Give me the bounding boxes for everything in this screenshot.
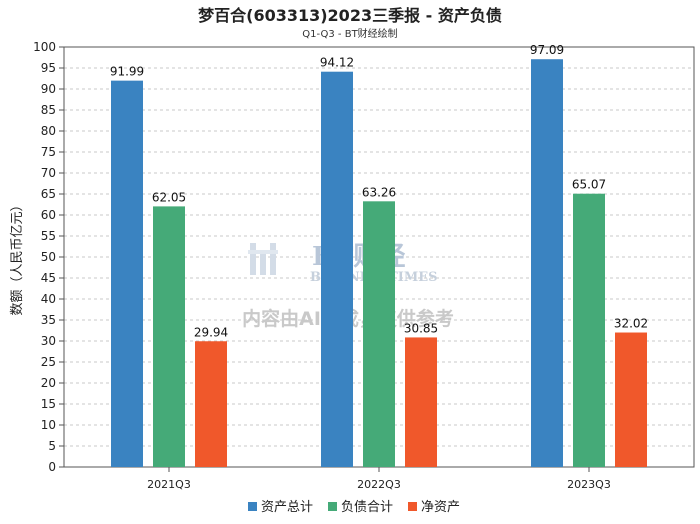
y-tick-label: 45	[41, 271, 56, 285]
y-tick-label: 95	[41, 61, 56, 75]
watermark-logo	[248, 243, 278, 275]
legend-swatch	[328, 502, 337, 511]
bar-负债合计-2021Q3	[153, 206, 185, 467]
bar-净资产-2022Q3	[405, 337, 437, 467]
y-tick-label: 90	[41, 82, 56, 96]
x-tick-label: 2023Q3	[567, 478, 611, 491]
data-label: 32.02	[614, 317, 648, 331]
data-label: 97.09	[530, 43, 564, 57]
y-tick-label: 85	[41, 103, 56, 117]
y-tick-label: 10	[41, 418, 56, 432]
data-label: 29.94	[194, 325, 228, 339]
y-tick-label: 15	[41, 397, 56, 411]
bar-净资产-2023Q3	[615, 332, 647, 467]
bar-series	[111, 59, 647, 468]
data-label: 63.26	[362, 185, 396, 199]
chart-subtitle: Q1-Q3 - BT财经绘制	[302, 27, 397, 40]
bar-负债合计-2023Q3	[573, 193, 605, 467]
data-label: 91.99	[110, 65, 144, 79]
legend-swatch	[248, 502, 257, 511]
data-label: 65.07	[572, 178, 606, 192]
legend-label: 资产总计	[261, 500, 313, 515]
y-tick-label: 35	[41, 313, 56, 327]
y-tick-label: 100	[33, 40, 56, 54]
bar-净资产-2021Q3	[195, 341, 227, 467]
y-tick-label: 25	[41, 355, 56, 369]
legend-label: 负债合计	[341, 500, 393, 515]
y-tick-label: 20	[41, 376, 56, 390]
y-axis-ticks: 0 5 10 15 20 25 30 35 40 45 50 55 60 65 70 75 80 85 90 95 10…	[33, 40, 64, 474]
y-axis-label: 数额（人民币亿元）	[10, 198, 25, 315]
bar-资产总计-2023Q3	[531, 59, 563, 468]
y-tick-label: 80	[41, 124, 56, 138]
x-axis-ticks: 2021Q3 2022Q3 2023Q3	[147, 467, 611, 491]
data-labels: 91.99 62.05 29.94 94.12 63.26 30.85 97.09 65.07…	[110, 43, 648, 339]
bar-资产总计-2022Q3	[321, 71, 353, 468]
y-tick-label: 60	[41, 208, 56, 222]
bar-资产总计-2021Q3	[111, 80, 143, 467]
y-tick-label: 55	[41, 229, 56, 243]
y-tick-label: 0	[48, 460, 56, 474]
y-tick-label: 75	[41, 145, 56, 159]
y-tick-label: 5	[48, 439, 56, 453]
data-label: 30.85	[404, 321, 438, 335]
y-tick-label: 50	[41, 250, 56, 264]
y-tick-label: 40	[41, 292, 56, 306]
data-label: 62.05	[152, 190, 186, 204]
chart-title: 梦百合(603313)2023三季报 - 资产负债	[198, 6, 502, 25]
x-tick-label: 2022Q3	[357, 478, 401, 491]
legend: 资产总计 负债合计 净资产	[248, 500, 460, 515]
data-label: 94.12	[320, 56, 354, 70]
legend-label: 净资产	[421, 500, 460, 515]
y-tick-label: 65	[41, 187, 56, 201]
x-tick-label: 2021Q3	[147, 478, 191, 491]
y-tick-label: 70	[41, 166, 56, 180]
bar-负债合计-2022Q3	[363, 201, 395, 468]
y-tick-label: 30	[41, 334, 56, 348]
legend-swatch	[408, 502, 417, 511]
